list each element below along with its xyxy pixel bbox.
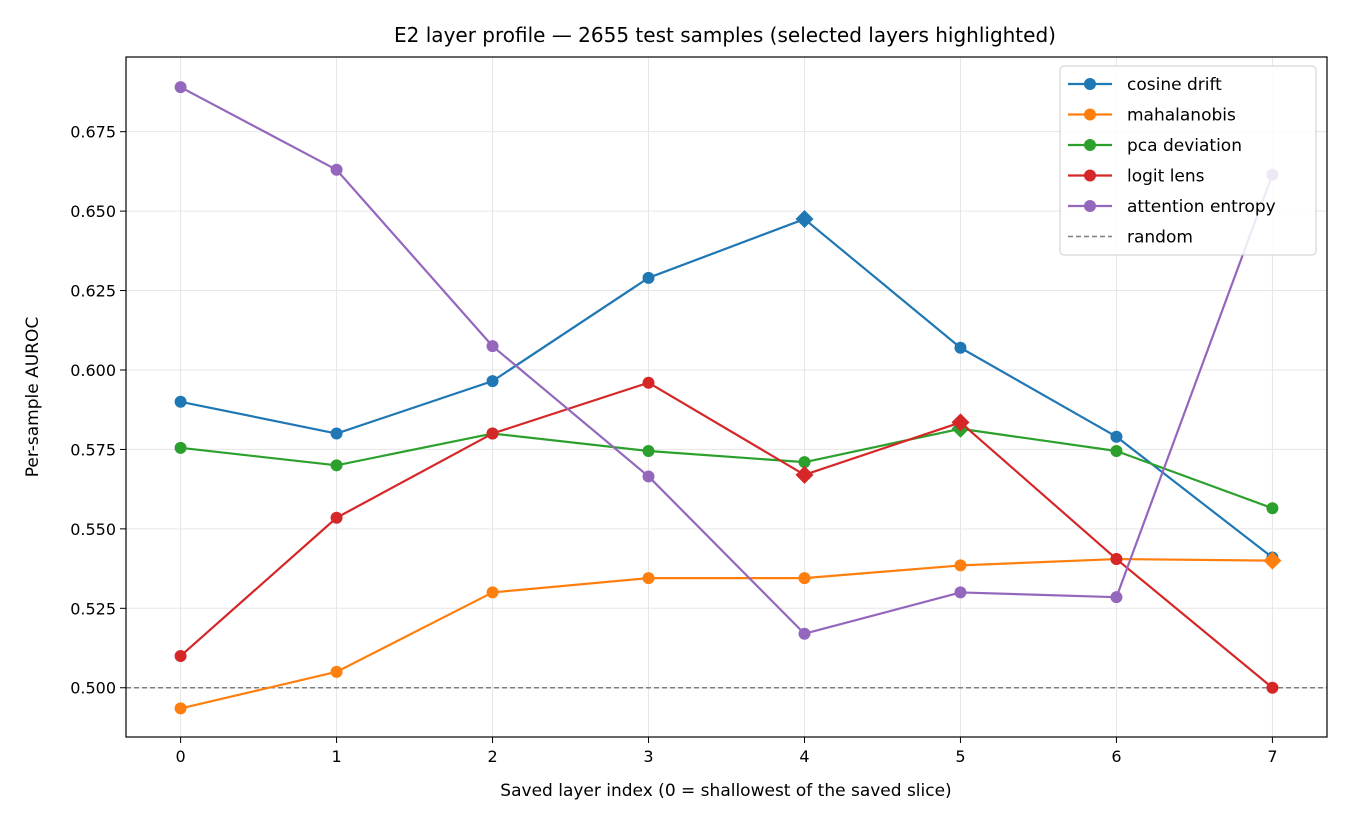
x-axis-ticks: 0 1 2 3 4 5 6 7 [175, 737, 1278, 766]
logit-lens-point [486, 427, 499, 440]
mahalanobis-point [642, 572, 655, 585]
y-tick-label: 0.500 [70, 679, 116, 698]
series-layer [174, 81, 1282, 715]
y-tick-label: 0.650 [70, 202, 116, 221]
mahalanobis-point [486, 586, 499, 599]
pca-deviation-point [1266, 502, 1279, 515]
y-axis-label: Per-sample AUROC [23, 317, 43, 478]
cosine-drift-highlight-point [795, 210, 814, 229]
y-tick-label: 0.600 [70, 361, 116, 380]
logit-lens-point [174, 649, 187, 662]
pca-deviation-point [174, 441, 187, 454]
logit-lens-highlight-point [795, 465, 814, 484]
cosine-drift-line [180, 217, 1274, 559]
x-tick-label: 2 [487, 747, 497, 766]
legend-marker-swatch [1084, 169, 1096, 182]
y-tick-label: 0.675 [70, 123, 116, 142]
cosine-drift-point [486, 375, 499, 388]
legend-box [1059, 65, 1317, 256]
logit-lens-point [330, 511, 343, 524]
grid [126, 57, 1327, 737]
logit-lens-point [642, 376, 655, 389]
x-tick-label: 0 [175, 747, 185, 766]
y-tick-label: 0.625 [70, 282, 116, 301]
cosine-drift-point [330, 427, 343, 440]
pca-deviation-line [180, 427, 1273, 510]
legend-item-cosine-drift: cosine drift [1068, 75, 1222, 95]
x-tick-label: 7 [1267, 747, 1277, 766]
x-tick-label: 6 [1111, 747, 1121, 766]
legend-item-attention-entropy: attention entropy [1068, 197, 1276, 217]
x-tick-label: 5 [955, 747, 965, 766]
mahalanobis-point [174, 702, 187, 715]
chart-title: E2 layer profile — 2655 test samples (se… [394, 23, 1056, 47]
legend: cosine drift mahalanobis pca deviation logi… [1059, 65, 1317, 256]
legend-marker-swatch [1084, 108, 1096, 121]
legend-marker-swatch [1084, 78, 1096, 90]
legend-marker-swatch [1084, 200, 1096, 212]
legend-label: pca deviation [1127, 136, 1242, 156]
cosine-drift-point [642, 271, 655, 284]
attention-entropy-point [642, 470, 655, 483]
legend-item-mahalanobis: mahalanobis [1068, 106, 1236, 126]
legend-item-random: random [1068, 228, 1193, 248]
legend-label: random [1127, 228, 1193, 248]
pca-deviation-point [330, 459, 343, 472]
logit-lens-point [1110, 553, 1123, 566]
legend-item-logit-lens: logit lens [1068, 167, 1205, 187]
x-tick-label: 1 [331, 747, 341, 766]
mahalanobis-point [954, 559, 967, 572]
series-cosine-drift [174, 210, 1279, 564]
cosine-drift-point [954, 341, 967, 354]
logit-lens-point [1266, 681, 1279, 694]
y-tick-label: 0.575 [70, 440, 116, 459]
attention-entropy-point [954, 586, 967, 599]
pca-deviation-point [1110, 445, 1123, 458]
cosine-drift-point [174, 395, 187, 408]
y-tick-label: 0.550 [70, 520, 116, 539]
x-tick-label: 4 [799, 747, 809, 766]
mahalanobis-point [330, 665, 343, 678]
mahalanobis-line [180, 557, 1273, 710]
x-tick-label: 3 [643, 747, 653, 766]
attention-entropy-point [330, 163, 343, 176]
pca-deviation-point [642, 445, 655, 458]
cosine-drift-point [1110, 430, 1123, 443]
legend-label: cosine drift [1127, 75, 1222, 95]
pca-deviation-point [798, 456, 811, 469]
legend-label: mahalanobis [1127, 106, 1236, 126]
logit-lens-highlight-point [951, 413, 970, 432]
attention-entropy-point [798, 627, 811, 640]
mahalanobis-highlight-point [1263, 551, 1282, 570]
mahalanobis-point [798, 572, 811, 585]
attention-entropy-point [1110, 591, 1123, 604]
y-tick-label: 0.525 [70, 599, 116, 618]
attention-entropy-point [486, 340, 499, 353]
series-logit-lens [174, 376, 1279, 694]
plot-frame [125, 56, 1328, 738]
legend-item-pca-deviation: pca deviation [1068, 136, 1242, 156]
logit-lens-line [179, 381, 1274, 689]
legend-label: logit lens [1127, 167, 1205, 187]
legend-label: attention entropy [1127, 197, 1276, 217]
legend-marker-swatch [1084, 139, 1096, 151]
x-axis-label: Saved layer index (0 = shallowest of the… [500, 781, 951, 801]
attention-entropy-point [174, 81, 187, 94]
series-mahalanobis [174, 551, 1282, 715]
y-axis-ticks: 0.500 0.525 0.550 0.575 0.600 0.625 0.650 0.675 [70, 123, 126, 698]
attention-entropy-line [180, 86, 1274, 635]
